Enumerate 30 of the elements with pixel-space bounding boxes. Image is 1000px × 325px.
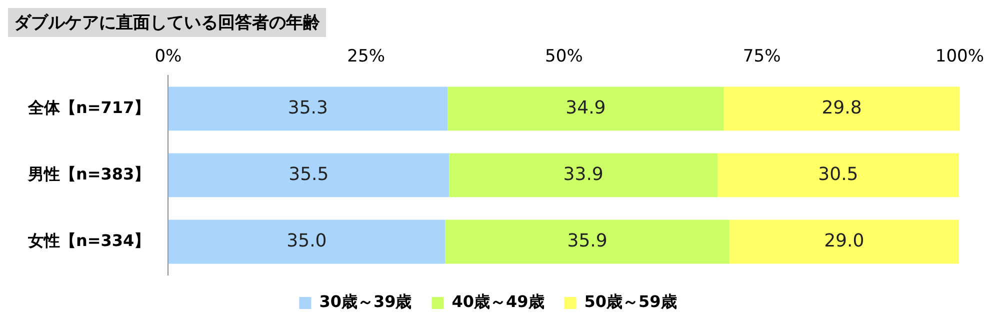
data-label: 33.9 <box>563 164 604 185</box>
legend-label: 40歳～49歳 <box>452 292 544 312</box>
data-label: 35.5 <box>288 164 329 185</box>
y-tick-label: 女性【n=334】 <box>26 230 150 250</box>
y-tick-label: 男性【n=383】 <box>26 164 150 184</box>
chart-title: ダブルケアに直面している回答者の年齢 <box>8 8 326 37</box>
bar <box>168 86 448 131</box>
data-label: 29.0 <box>824 230 864 252</box>
bar <box>449 153 718 198</box>
bar <box>168 220 446 264</box>
data-label: 34.9 <box>566 97 606 118</box>
data-label: 35.9 <box>567 230 608 252</box>
data-label: 35.3 <box>288 97 328 118</box>
bar <box>448 86 724 131</box>
legend-label: 30歳～39歳 <box>319 292 412 312</box>
bar <box>445 220 730 264</box>
x-tick-label: 25% <box>347 46 385 67</box>
legend-label: 50歳～59歳 <box>584 292 677 312</box>
bar <box>729 220 959 264</box>
x-tick-label: 0% <box>154 46 182 67</box>
data-label: 35.0 <box>286 230 327 252</box>
x-tick-label: 100% <box>935 46 984 67</box>
y-tick-label: 全体【n=717】 <box>26 98 150 117</box>
data-label: 30.5 <box>818 164 858 185</box>
bar <box>724 86 960 131</box>
data-label: 29.8 <box>822 97 862 118</box>
x-tick-label: 50% <box>545 46 583 67</box>
x-tick-label: 75% <box>742 46 781 67</box>
bar <box>718 153 959 198</box>
bar <box>168 153 450 198</box>
